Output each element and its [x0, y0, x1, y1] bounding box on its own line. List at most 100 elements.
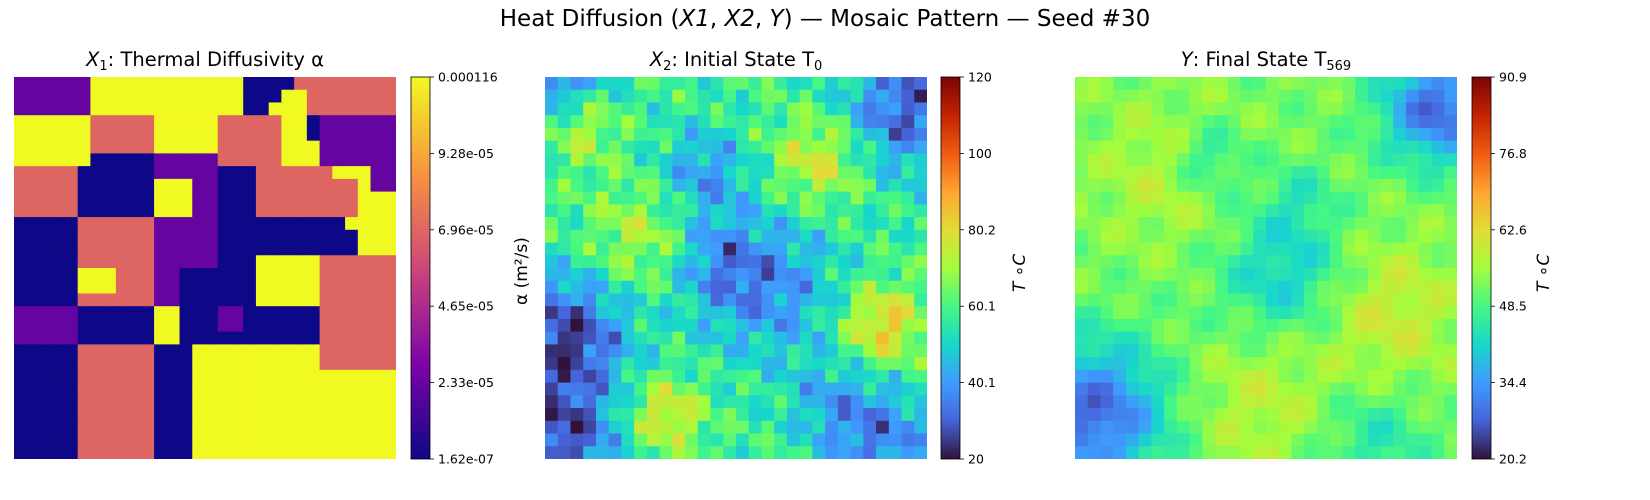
heatmap-cell: [888, 331, 903, 345]
heatmap-cell: [685, 420, 699, 435]
heatmap-cell: [914, 293, 927, 307]
heatmap-cell: [570, 191, 584, 205]
heatmap-cell: [294, 280, 308, 295]
heatmap-cell: [26, 115, 41, 129]
heatmap-cell: [812, 382, 826, 396]
heatmap-cell: [1380, 115, 1394, 129]
heatmap-cell: [141, 140, 155, 154]
heatmap-cell: [1240, 306, 1254, 320]
heatmap-cell: [634, 102, 648, 116]
heatmap-cell: [685, 357, 699, 371]
heatmap-cell: [1138, 178, 1152, 193]
heatmap-cell: [345, 293, 359, 307]
heatmap-cell: [1291, 331, 1305, 345]
heatmap-cell: [268, 166, 282, 180]
heatmap-cell: [255, 77, 270, 91]
heatmap-cell: [1355, 369, 1369, 384]
heatmap-cell: [1253, 268, 1267, 282]
heatmap-cell: [1329, 280, 1343, 295]
heatmap-cell: [608, 127, 622, 142]
heatmap-cell: [876, 242, 890, 256]
heatmap-cell: [557, 382, 572, 396]
heatmap-cell: [812, 217, 826, 231]
heatmap-cell: [90, 344, 104, 358]
heatmap-cell: [217, 204, 232, 218]
heatmap-cell: [370, 382, 384, 396]
heatmap-cell: [1075, 433, 1089, 447]
heatmap-cell: [850, 178, 864, 193]
heatmap-cell: [383, 369, 396, 384]
heatmap-cell: [1266, 369, 1280, 384]
heatmap-cell: [1431, 420, 1445, 435]
heatmap-cell: [685, 115, 699, 129]
heatmap-cell: [1113, 89, 1127, 104]
heatmap-cell: [1176, 166, 1191, 180]
heatmap-cell: [294, 217, 308, 231]
heatmap-cell: [774, 318, 788, 333]
heatmap-cell: [786, 140, 801, 154]
heatmap-cell: [103, 89, 117, 104]
heatmap-cell: [179, 229, 193, 244]
heatmap-cell: [837, 408, 852, 422]
heatmap-cell: [370, 140, 384, 154]
heatmap-cell: [1380, 318, 1394, 333]
heatmap-cell: [901, 153, 915, 167]
heatmap-cell: [192, 102, 206, 116]
heatmap-cell: [14, 178, 28, 193]
heatmap-cell: [863, 420, 877, 435]
heatmap-cell: [1087, 140, 1102, 154]
heatmap-cell: [332, 331, 346, 345]
heatmap-cell: [1342, 153, 1356, 167]
heatmap-cell: [1240, 77, 1254, 91]
heatmap-cell: [1100, 318, 1114, 333]
heatmap-cell: [812, 369, 826, 384]
heatmap-cell: [52, 127, 66, 142]
heatmap-cell: [1087, 127, 1102, 142]
heatmap-cell: [1100, 357, 1114, 371]
heatmap-cell: [1125, 255, 1140, 269]
heatmap-cell: [319, 433, 333, 447]
heatmap-cell: [888, 217, 903, 231]
heatmap-cell: [812, 318, 826, 333]
heatmap-cell: [1215, 255, 1229, 269]
heatmap-cell: [1431, 204, 1445, 218]
heatmap-cell: [1291, 369, 1305, 384]
heatmap-cell: [281, 382, 295, 396]
heatmap-cell: [1342, 166, 1356, 180]
heatmap-cell: [1418, 204, 1433, 218]
heatmap-cell: [281, 191, 295, 205]
heatmap-cell: [14, 382, 28, 396]
heatmap-cell: [710, 382, 724, 396]
heatmap-cell: [52, 293, 66, 307]
heatmap-cell: [583, 395, 597, 409]
heatmap-cell: [1176, 280, 1191, 295]
heatmap-cell: [825, 127, 839, 142]
colorbar-tick-label: 90.9: [1499, 70, 1527, 85]
heatmap-cell: [1355, 140, 1369, 154]
heatmap-cell: [14, 140, 28, 154]
heatmap-cell: [103, 204, 117, 218]
heatmap-cell: [357, 153, 372, 167]
heatmap-cell: [332, 306, 346, 320]
heatmap-cell: [370, 331, 384, 345]
heatmap-cell: [914, 306, 927, 320]
heatmap-cell: [1113, 395, 1127, 409]
heatmap-cell: [383, 420, 396, 435]
heatmap-cell: [90, 77, 104, 91]
heatmap-cell: [1329, 293, 1343, 307]
heatmap-cell: [383, 446, 396, 459]
heatmap-cell: [281, 306, 295, 320]
heatmap-cell: [192, 318, 206, 333]
heatmap-cell: [141, 217, 155, 231]
heatmap-cell: [761, 153, 775, 167]
heatmap-cell: [761, 344, 775, 358]
heatmap-cell: [863, 255, 877, 269]
heatmap-cell: [710, 166, 724, 180]
heatmap-cell: [557, 242, 572, 256]
heatmap-cell: [710, 178, 724, 193]
heatmap-cell: [672, 446, 686, 459]
heatmap-cell: [736, 204, 750, 218]
heatmap-cell: [64, 204, 79, 218]
heatmap-cell: [825, 280, 839, 295]
heatmap-cell: [26, 446, 41, 459]
